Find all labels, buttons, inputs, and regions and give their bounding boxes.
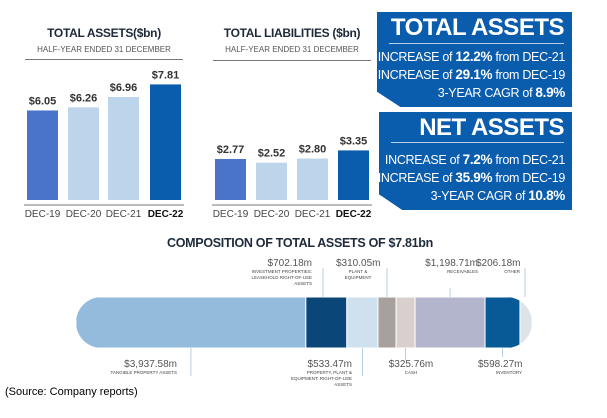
bar-dec-20 <box>256 162 287 200</box>
bar-dec-21 <box>108 96 139 200</box>
composition-segment <box>519 297 532 348</box>
bar-dec-22 <box>338 150 369 200</box>
stat-line: 3-YEAR CAGR of 10.8% <box>430 188 566 203</box>
bar-dec-22 <box>150 84 181 200</box>
stat-line: INCREASE of 35.9% from DEC-19 <box>377 170 565 185</box>
stat-line: INCREASE of 7.2% from DEC-21 <box>384 152 565 167</box>
stat-line: INCREASE of 29.1% from DEC-19 <box>377 67 566 82</box>
bar-value-label: $2.52 <box>258 148 286 160</box>
bar-value-label: $6.05 <box>29 95 57 107</box>
x-tick-label: DEC-19 <box>213 209 249 220</box>
divider <box>391 142 564 143</box>
bar-value-label: $2.80 <box>299 144 327 156</box>
net-assets-highlight-box: NET ASSETS INCREASE of 7.2% from DEC-21 … <box>379 112 572 210</box>
net-assets-heading: NET ASSETS <box>419 114 564 141</box>
bar-dec-19 <box>215 159 246 200</box>
segment-label-plant-equipment: $310.05m PLANT & EQUIPMENT <box>336 258 381 280</box>
composition-segment <box>305 297 348 348</box>
assets-chart-title: TOTAL ASSETS($bn) <box>47 26 161 40</box>
segment-label-inventory: $598.27m INVENTORY <box>478 359 523 375</box>
x-tick-label: DEC-19 <box>25 209 61 220</box>
divider <box>213 60 371 61</box>
composition-segment <box>377 297 397 348</box>
bar-value-label: $6.96 <box>110 82 138 94</box>
assets-chart-subtitle: HALF-YEAR ENDED 31 DECEMBER <box>37 45 171 54</box>
divider <box>25 59 183 60</box>
composition-segment <box>76 297 307 348</box>
bar-value-label: $6.26 <box>70 92 98 104</box>
x-tick-label: DEC-21 <box>106 209 142 220</box>
composition-segment <box>395 297 416 348</box>
source-note: (Source: Company reports) <box>5 386 138 398</box>
x-tick-label: DEC-21 <box>295 209 331 220</box>
composition-segment <box>414 297 486 348</box>
bar-value-label: $2.77 <box>217 144 245 156</box>
segment-label-cash: $325.76m CASH <box>388 359 434 375</box>
segment-label-investment-properties: $702.18m INVESTMENT PROPERTIES: LEASEHOL… <box>251 258 312 286</box>
bar-dec-21 <box>297 158 328 200</box>
x-tick-label: DEC-22 <box>336 209 372 220</box>
composition-segment <box>346 297 379 348</box>
stat-line: INCREASE of 12.2% from DEC-21 <box>377 49 566 64</box>
total-assets-heading: TOTAL ASSETS <box>390 14 565 41</box>
stat-line: 3-YEAR CAGR of 8.9% <box>437 85 565 100</box>
bar-dec-20 <box>68 107 99 200</box>
bar-value-label: $7.81 <box>152 69 180 81</box>
segment-label-other: $206.18m OTHER <box>476 258 521 274</box>
composition-title: COMPOSITION OF TOTAL ASSETS OF $7.81bn <box>167 236 433 250</box>
liabilities-chart-title: TOTAL LIABILITIES ($bn) <box>223 26 361 40</box>
segment-label-ppe-right-of-use: $533.47m PROPERTY, PLANT & EQUIPMENT: RI… <box>290 359 352 387</box>
liabilities-chart-subtitle: HALF-YEAR ENDED 31 DECEMBER <box>225 45 359 54</box>
composition-segment <box>484 297 521 348</box>
bar-value-label: $3.35 <box>340 135 368 147</box>
segment-label-tangible-property: $3,937.58m TANGIBLE PROPERTY ASSETS <box>110 359 177 375</box>
x-tick-label: DEC-20 <box>66 209 102 220</box>
x-tick-label: DEC-20 <box>254 209 290 220</box>
segment-label-receivables: $1,198.71m RECEIVABLES <box>425 258 478 274</box>
divider <box>389 43 564 44</box>
x-tick-label: DEC-22 <box>148 209 184 220</box>
total-assets-highlight-box: TOTAL ASSETS INCREASE of 12.2% from DEC-… <box>377 12 572 107</box>
bar-dec-19 <box>27 110 58 200</box>
